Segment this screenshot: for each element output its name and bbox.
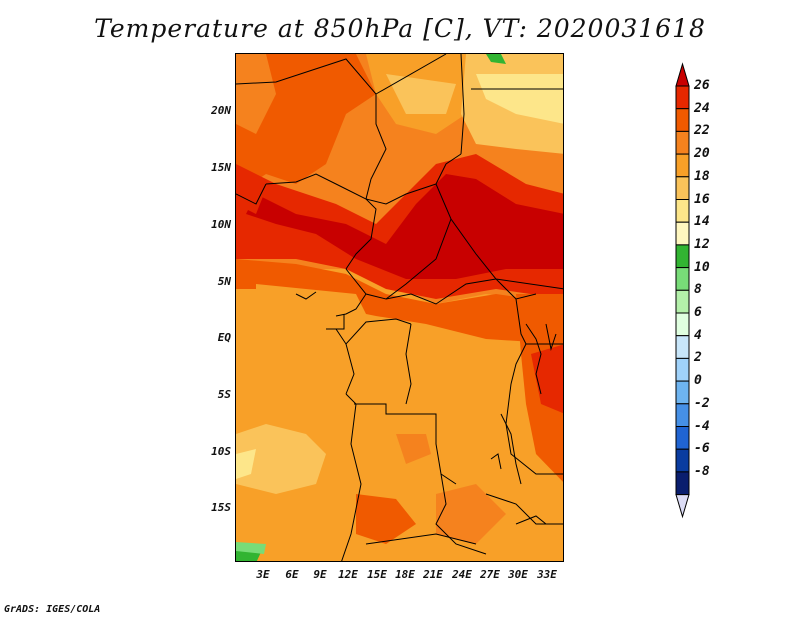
lat-label-10n: 10N [211,218,231,231]
colorbar-swatch [675,267,690,291]
colorbar-label: 8 [694,282,702,298]
lat-label-5s: 5S [217,388,231,401]
grads-credit: GrADS: IGES/COLA [4,604,101,615]
colorbar-swatch [675,199,690,223]
lon-label-3e: 3E [256,568,270,581]
lat-label-20n: 20N [211,104,231,117]
lon-label-33e: 33E [537,568,557,581]
colorbar-swatch [675,357,690,382]
colorbar-swatch [675,312,690,337]
colorbar-label: 24 [694,100,710,116]
colorbar-swatch [675,244,690,269]
colorbar-label: 18 [694,168,710,184]
lon-label-12e: 12E [338,568,358,581]
colorbar-bottom-arrow [675,494,690,519]
lon-label-21e: 21E [423,568,443,581]
colorbar-label: -6 [694,441,710,457]
map-title: Temperature at 850hPa [C], VT: 202003161… [94,14,706,43]
colorbar-label: 16 [694,191,710,207]
colorbar-top-arrow [675,62,690,87]
colorbar-label: -8 [694,463,710,479]
colorbar-swatch [675,221,690,246]
colorbar-swatch [675,335,690,359]
lon-label-15e: 15E [367,568,387,581]
colorbar-swatch [675,380,690,405]
colorbar-swatch [675,176,690,201]
colorbar-label: 14 [694,214,710,230]
lat-label-5n: 5N [217,275,231,288]
colorbar-swatch [675,108,690,132]
colorbar-swatch [675,403,690,427]
colorbar-swatch [675,448,690,473]
lat-label-10s: 10S [211,445,231,458]
lat-label-eq: EQ [217,331,231,344]
temperature-map [235,53,564,562]
colorbar-label: 2 [694,350,702,366]
colorbar-label: 22 [694,123,710,139]
lon-label-30e: 30E [508,568,528,581]
colorbar-swatch [675,289,690,314]
colorbar-label: 10 [694,259,710,275]
lon-label-18e: 18E [395,568,415,581]
lat-label-15s: 15S [211,501,231,514]
colorbar-label: 26 [694,78,710,93]
colorbar-label: 0 [694,373,702,389]
colorbar-label: 6 [694,305,702,320]
lat-label-15n: 15N [211,161,231,174]
temperature-field [236,54,563,561]
lon-label-6e: 6E [285,568,299,581]
colorbar-label: -4 [694,418,710,434]
colorbar-label: 4 [694,327,702,343]
colorbar-swatch [675,426,690,450]
colorbar-label: -2 [694,395,710,411]
colorbar-swatch [675,85,690,110]
colorbar-swatch [675,471,690,496]
colorbar-label: 20 [694,146,710,162]
lon-label-27e: 27E [480,568,500,581]
lon-label-24e: 24E [452,568,472,581]
colorbar-swatch [675,130,690,155]
colorbar-swatch [675,153,690,178]
lon-label-9e: 9E [313,568,327,581]
colorbar-label: 12 [694,236,710,252]
